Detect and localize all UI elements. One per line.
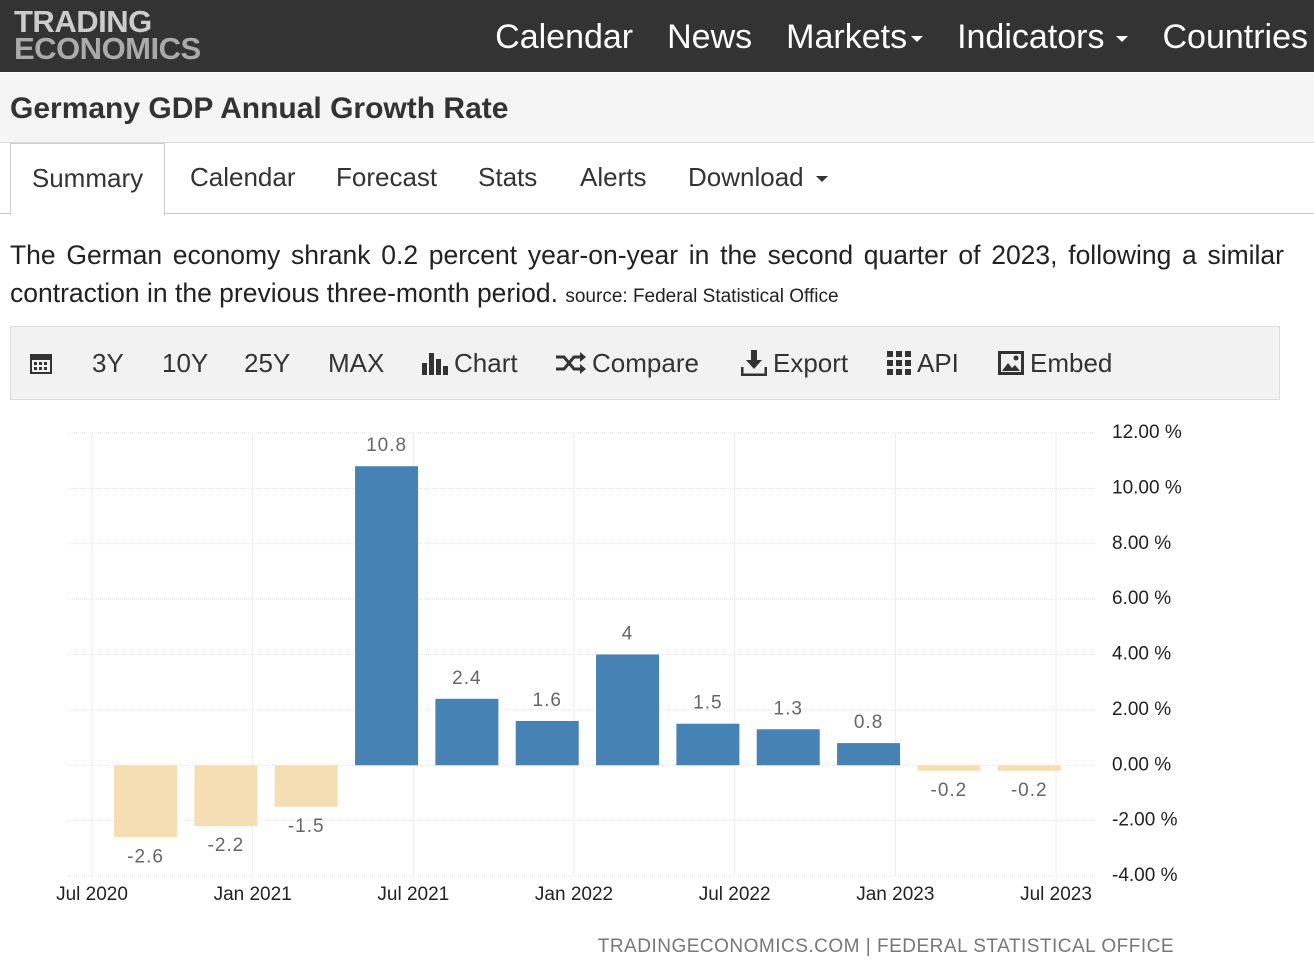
y-tick-label: 8.00 % — [1112, 533, 1171, 554]
tabs: Summary Calendar Forecast Stats Alerts D… — [0, 143, 1314, 216]
data-label: -1.5 — [288, 816, 325, 837]
chart-icon — [422, 353, 448, 375]
logo-line: ECONOMICS — [14, 31, 201, 66]
tool-label: Compare — [592, 348, 699, 378]
bar — [194, 765, 258, 827]
data-label: -2.2 — [208, 835, 245, 856]
tab[interactable]: Summary — [10, 143, 165, 216]
api-button[interactable]: API — [887, 327, 959, 399]
tool-label: Chart — [454, 348, 518, 378]
calendar-button[interactable] — [29, 327, 53, 399]
x-tick-label: Jul 2021 — [377, 884, 449, 905]
data-label: 2.4 — [452, 668, 481, 689]
bar — [274, 765, 338, 807]
nav: Calendar News Markets Indicators Countri… — [495, 18, 1308, 57]
y-tick-label: 10.00 % — [1112, 477, 1182, 498]
nav-item[interactable]: News — [667, 18, 753, 56]
embed-icon — [998, 351, 1024, 375]
tool-label: Export — [773, 348, 849, 378]
tab-label: Download — [688, 162, 804, 192]
y-tick-label: 2.00 % — [1112, 699, 1171, 720]
tool-label: Embed — [1030, 348, 1113, 378]
y-tick-label: 6.00 % — [1112, 588, 1171, 609]
bar — [355, 466, 419, 766]
y-tick-label: -2.00 % — [1112, 810, 1178, 831]
y-tick-label: 12.00 % — [1112, 422, 1182, 443]
caret — [911, 36, 924, 43]
x-tick-label: Jan 2023 — [856, 884, 934, 905]
bar — [676, 723, 740, 766]
bar — [435, 698, 499, 766]
nav-item[interactable]: Markets — [786, 18, 924, 57]
x-tick-label: Jan 2022 — [535, 884, 613, 905]
bar — [596, 654, 660, 766]
compare-button[interactable]: Compare — [554, 327, 699, 399]
x-tick-label: Jul 2023 — [1020, 884, 1092, 905]
range-button[interactable]: MAX — [328, 348, 385, 378]
bar — [756, 729, 820, 766]
nav-item[interactable]: Indicators — [957, 18, 1129, 57]
data-label: 0.8 — [854, 712, 883, 733]
range-button[interactable]: 3Y — [92, 348, 124, 378]
description: The German economy shrank 0.2 percent ye… — [10, 236, 1284, 316]
x-tick-label: Jan 2021 — [214, 884, 292, 905]
source: source: Federal Statistical Office — [565, 286, 839, 307]
tab[interactable]: Stats — [478, 162, 538, 192]
x-tick-label: Jul 2020 — [56, 884, 128, 905]
bar — [114, 765, 178, 838]
tab[interactable]: Alerts — [580, 162, 647, 192]
tab[interactable]: Calendar — [190, 162, 296, 192]
y-tick-label: 4.00 % — [1112, 644, 1171, 665]
title-bar: Germany GDP Annual Growth Rate — [0, 73, 1314, 143]
y-tick-label: -4.00 % — [1112, 865, 1178, 886]
data-label: 1.5 — [693, 693, 722, 714]
bar — [917, 765, 981, 771]
y-tick-label: 0.00 % — [1112, 754, 1171, 775]
data-label: 4 — [622, 624, 634, 645]
data-label: 10.8 — [366, 435, 407, 456]
range-button[interactable]: 25Y — [244, 348, 291, 378]
chart: -4.00 % -2.00 % 0.00 % 2.00 % 4.00 % 6.00 % 8.… — [56, 422, 1182, 957]
api-icon — [887, 351, 911, 375]
chart-button[interactable]: Chart — [422, 327, 518, 399]
caret — [815, 176, 828, 183]
nav-item[interactable]: Calendar — [495, 18, 634, 56]
page-title: Germany GDP Annual Growth Rate — [10, 92, 509, 125]
nav-item[interactable]: Countries — [1162, 18, 1308, 56]
export-icon — [741, 350, 767, 376]
nav-label: Markets — [786, 18, 908, 56]
header: TRADING ECONOMICS Calendar News Markets … — [0, 0, 1314, 72]
tab[interactable]: Download — [688, 143, 828, 213]
embed-button[interactable]: Embed — [998, 327, 1112, 399]
nav-label: Indicators — [957, 18, 1105, 56]
data-label: -0.2 — [1011, 780, 1048, 801]
data-label: 1.3 — [774, 698, 803, 719]
bar — [515, 720, 579, 766]
calendar-icon — [30, 354, 52, 374]
data-label: 1.6 — [533, 690, 562, 711]
data-label: -0.2 — [931, 780, 968, 801]
logo[interactable]: TRADING ECONOMICS — [14, 4, 201, 66]
compare-icon — [556, 352, 586, 374]
toolbar: 3Y 10Y 25Y MAX Chart Compare Export API … — [10, 326, 1280, 400]
data-label: -2.6 — [127, 846, 164, 867]
tab[interactable]: Forecast — [336, 162, 438, 192]
tool-label: API — [917, 348, 959, 378]
range-button[interactable]: 10Y — [162, 348, 209, 378]
caret — [1116, 36, 1129, 43]
logo-line: TRADING — [14, 4, 152, 39]
credits: TRADINGECONOMICS.COM | FEDERAL STATISTIC… — [598, 936, 1174, 957]
export-button[interactable]: Export — [741, 327, 848, 399]
bar — [837, 743, 901, 766]
bar — [997, 765, 1061, 771]
x-tick-label: Jul 2022 — [699, 884, 771, 905]
description-text: The German economy shrank 0.2 percent ye… — [10, 240, 1284, 308]
